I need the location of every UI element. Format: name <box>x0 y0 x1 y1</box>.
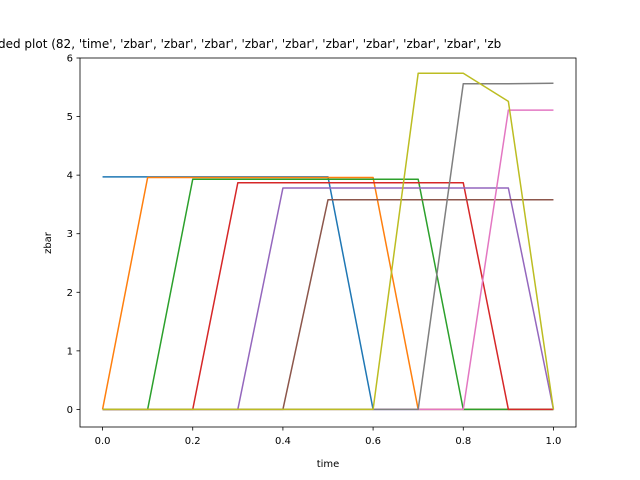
x-axis-label: time <box>317 459 340 470</box>
series-line-3 <box>102 178 554 411</box>
y-tick-label: 3 <box>67 229 73 240</box>
series-line-6 <box>102 198 554 411</box>
x-axis: 0.0 0.2 0.4 0.6 0.8 1.0 <box>95 427 562 447</box>
x-tick-label: 0.2 <box>185 436 201 447</box>
y-tick-label: 2 <box>67 288 73 299</box>
y-tick-label: 4 <box>67 171 73 182</box>
y-axis-label: zbar <box>43 231 54 254</box>
series-line-9 <box>102 72 555 411</box>
x-tick-label: 1.0 <box>546 436 562 447</box>
series-layer <box>101 72 555 411</box>
y-tick-label: 0 <box>67 405 73 416</box>
y-axis: 0 1 2 3 4 5 6 <box>67 54 80 416</box>
x-tick-label: 0.8 <box>455 436 471 447</box>
series-line-8 <box>102 82 554 411</box>
x-tick-label: 0.0 <box>95 436 111 447</box>
plot-frame <box>79 57 577 428</box>
x-tick-label: 0.4 <box>275 436 291 447</box>
y-tick-label: 6 <box>67 54 73 65</box>
y-tick-label: 1 <box>67 346 73 357</box>
series-line-7 <box>102 109 554 411</box>
y-tick-label: 5 <box>67 112 73 123</box>
chart-title: ded plot (82, 'time', 'zbar', 'zbar', 'z… <box>0 37 501 51</box>
x-tick-label: 0.6 <box>365 436 381 447</box>
